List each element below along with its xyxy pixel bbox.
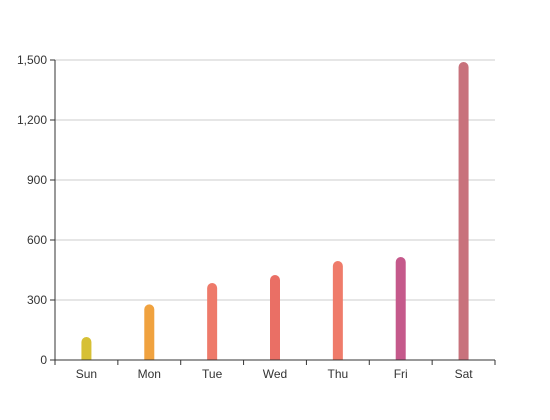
axes xyxy=(50,59,496,365)
y-tick-label: 900 xyxy=(27,173,47,187)
tick-labels: 0 300 600 900 1,200 1,500 Sun Mon Tue Wed Thu Fri Sa… xyxy=(17,53,473,381)
y-tick-label: 1,200 xyxy=(17,113,47,127)
y-tick-label: 0 xyxy=(40,353,47,367)
y-tick-label: 300 xyxy=(27,293,47,307)
x-tick-label-wed: Wed xyxy=(263,367,287,381)
bar-sat[interactable] xyxy=(458,62,469,361)
y-tick-label: 600 xyxy=(27,233,47,247)
bar-thu[interactable] xyxy=(332,261,343,360)
bars xyxy=(81,62,469,361)
x-tick-label-mon: Mon xyxy=(138,367,161,381)
bar-tue[interactable] xyxy=(207,283,218,360)
bar-mon[interactable] xyxy=(144,304,155,360)
x-tick-label-fri: Fri xyxy=(394,367,408,381)
x-tick-label-sat: Sat xyxy=(455,367,474,381)
bar-wed[interactable] xyxy=(270,275,280,360)
x-tick-label-thu: Thu xyxy=(328,367,349,381)
x-tick-label-tue: Tue xyxy=(202,367,223,381)
x-tick-label-sun: Sun xyxy=(76,367,97,381)
grid-lines xyxy=(55,59,495,301)
y-tick-label: 1,500 xyxy=(17,53,47,67)
bar-fri[interactable] xyxy=(395,257,406,360)
bar-sun[interactable] xyxy=(81,337,92,360)
